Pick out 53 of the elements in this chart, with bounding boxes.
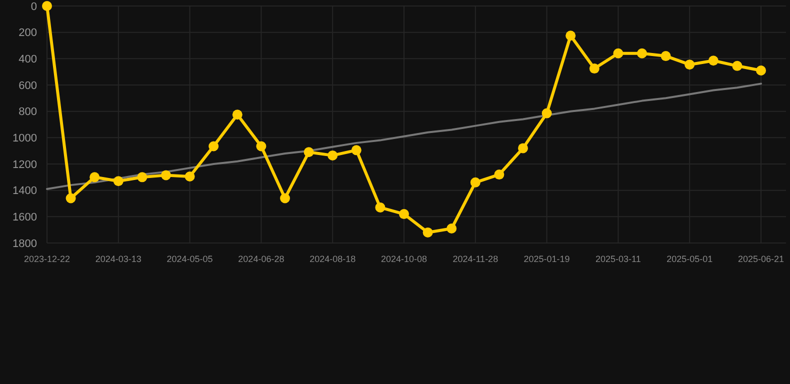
point (470, 177, 480, 188)
point (208, 141, 219, 152)
point (494, 170, 504, 180)
y-tick-label: 1000 (12, 132, 37, 145)
point (708, 56, 718, 66)
y-tick-label: 600 (18, 80, 37, 92)
point (304, 147, 314, 158)
y-tick-label: 800 (18, 106, 37, 118)
point (399, 209, 409, 220)
point (756, 66, 766, 76)
x-tick-label: 2024-03-13 (95, 254, 142, 264)
x-tick-label: 2025-06-21 (738, 254, 784, 264)
point (328, 150, 338, 160)
y-tick-label: 1600 (12, 212, 37, 224)
x-tick-label: 2024-10-08 (380, 254, 428, 264)
x-tick-label: 2024-05-05 (166, 254, 213, 264)
y-tick-label: 0 (30, 0, 37, 13)
x-tick-label: 2025-01-19 (524, 254, 570, 264)
y-tick-label: 400 (18, 54, 37, 66)
point (446, 224, 457, 234)
y-tick-label: 200 (18, 27, 37, 40)
point (90, 172, 100, 182)
point (184, 172, 195, 182)
point (518, 143, 528, 154)
point (589, 64, 600, 74)
point (660, 51, 671, 62)
point (637, 48, 647, 58)
y-tick-label: 1800 (12, 238, 37, 250)
point (256, 141, 266, 152)
point (351, 145, 362, 156)
x-tick-label: 2023-12-22 (24, 254, 70, 264)
point (566, 30, 576, 41)
point (161, 170, 171, 180)
point (684, 60, 695, 70)
point (280, 193, 290, 204)
line-series (46, 82, 762, 190)
point (137, 172, 148, 182)
point (732, 60, 742, 71)
y-tick-label: 1400 (12, 185, 37, 198)
y-tick-label: 1200 (12, 158, 37, 171)
point (232, 110, 242, 120)
x-tick-label: 2024-06-28 (238, 254, 284, 264)
point (375, 202, 386, 212)
point (66, 193, 76, 204)
point (42, 1, 52, 11)
x-tick-label: 2024-08-18 (310, 254, 356, 264)
x-tick-label: 2025-03-11 (596, 254, 641, 264)
point (422, 227, 433, 238)
point (613, 48, 624, 58)
x-tick-label: 2025-05-01 (666, 254, 713, 264)
point (113, 176, 124, 186)
point (542, 108, 552, 118)
x-tick-label: 2024-11-28 (452, 254, 498, 264)
